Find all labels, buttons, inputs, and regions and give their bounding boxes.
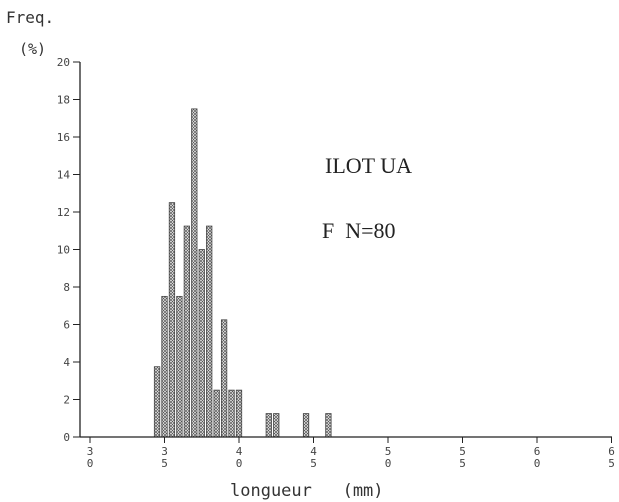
x-tick-label: 4 bbox=[310, 445, 317, 458]
histogram-bar bbox=[325, 413, 332, 438]
histogram-bar bbox=[273, 413, 280, 438]
y-tick-label: 16 bbox=[57, 131, 70, 144]
annotation-sample: F N=80 bbox=[322, 218, 396, 243]
histogram-bar bbox=[228, 389, 235, 438]
y-tick-label: 4 bbox=[63, 356, 70, 369]
x-tick-label: 3 bbox=[161, 445, 168, 458]
histogram-bar bbox=[220, 319, 228, 438]
y-tick-label: 2 bbox=[63, 394, 70, 407]
histogram-bar bbox=[213, 389, 220, 438]
x-tick-label: 6 bbox=[534, 445, 541, 458]
x-tick-label: 5 bbox=[459, 445, 466, 458]
x-tick-label: 5 bbox=[310, 457, 317, 470]
y-tick-label: 18 bbox=[57, 94, 70, 107]
x-tick-label: 4 bbox=[236, 445, 243, 458]
histogram-bar bbox=[302, 413, 310, 438]
y-tick-label: 6 bbox=[63, 319, 70, 332]
histogram-bar bbox=[176, 295, 183, 438]
x-tick-label: 5 bbox=[608, 457, 615, 470]
y-axis-unit: (%) bbox=[19, 40, 46, 58]
x-tick-label: 0 bbox=[236, 457, 243, 470]
annotation-site: ILOT UA bbox=[325, 153, 412, 178]
y-tick-label: 8 bbox=[63, 281, 70, 294]
y-tick-label: 20 bbox=[57, 56, 70, 69]
x-tick-label: 5 bbox=[385, 445, 392, 458]
x-tick-label: 5 bbox=[459, 457, 466, 470]
y-tick-label: 0 bbox=[63, 431, 70, 444]
histogram-bars bbox=[153, 108, 332, 438]
x-tick-label: 0 bbox=[385, 457, 392, 470]
x-tick-label: 3 bbox=[87, 445, 94, 458]
x-tick-label: 0 bbox=[87, 457, 94, 470]
x-tick-label: 0 bbox=[534, 457, 541, 470]
histogram-bar bbox=[161, 295, 168, 438]
y-tick-label: 14 bbox=[57, 169, 71, 182]
histogram-bar bbox=[183, 225, 190, 438]
histogram-bar bbox=[168, 202, 176, 438]
histogram-bar bbox=[235, 389, 243, 438]
histogram-bar bbox=[265, 413, 272, 438]
histogram-bar bbox=[206, 225, 213, 438]
histogram-bar bbox=[191, 108, 198, 438]
x-axis-label: longueur (mm) bbox=[230, 481, 384, 501]
y-tick-label: 12 bbox=[57, 206, 70, 219]
x-tick-label: 5 bbox=[161, 457, 168, 470]
x-tick-label: 6 bbox=[608, 445, 615, 458]
histogram-bar bbox=[153, 366, 161, 438]
y-tick-label: 10 bbox=[57, 244, 70, 257]
y-axis-ticks: 0 2 4 6 8 10 12 14 16 18 20 bbox=[57, 56, 80, 444]
histogram-bar bbox=[198, 249, 205, 438]
y-axis-label: Freq. bbox=[6, 8, 54, 27]
